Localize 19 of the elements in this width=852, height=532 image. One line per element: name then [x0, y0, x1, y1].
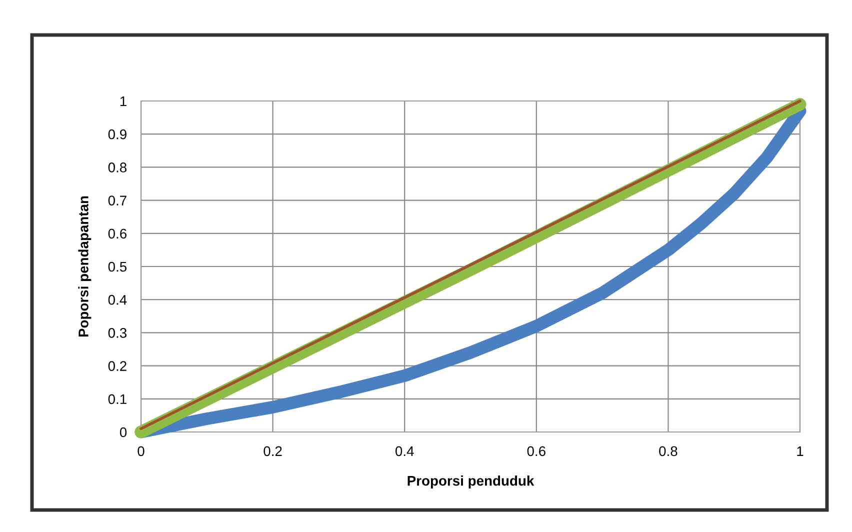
y-tick-label: 0.3 — [108, 328, 126, 338]
y-tick-label: 0.6 — [108, 228, 126, 239]
x-tick-label: 0.4 — [395, 446, 414, 456]
x-axis-title: Proporsi penduduk — [408, 476, 534, 488]
y-tick-label: 0.8 — [108, 162, 127, 172]
y-tick-label: 0 — [120, 427, 127, 438]
y-axis-title: Poporsi pendapantan — [78, 196, 92, 337]
y-tick-label: 0.1 — [108, 394, 126, 404]
y-tick-label: 0.5 — [108, 262, 127, 272]
y-tick-label: 0.7 — [108, 196, 126, 206]
x-tick-label: 0.2 — [264, 446, 282, 456]
x-tick-label: 0.6 — [527, 446, 546, 456]
x-tick-label: 1 — [797, 446, 804, 456]
y-tick-label: 0.2 — [108, 361, 126, 371]
y-tick-label: 0.4 — [108, 294, 127, 305]
x-tick-label: 0.8 — [659, 446, 678, 456]
y-tick-label: 0.9 — [108, 129, 126, 140]
y-tick-label: 1 — [120, 96, 126, 106]
x-tick-label: 0 — [138, 446, 144, 456]
